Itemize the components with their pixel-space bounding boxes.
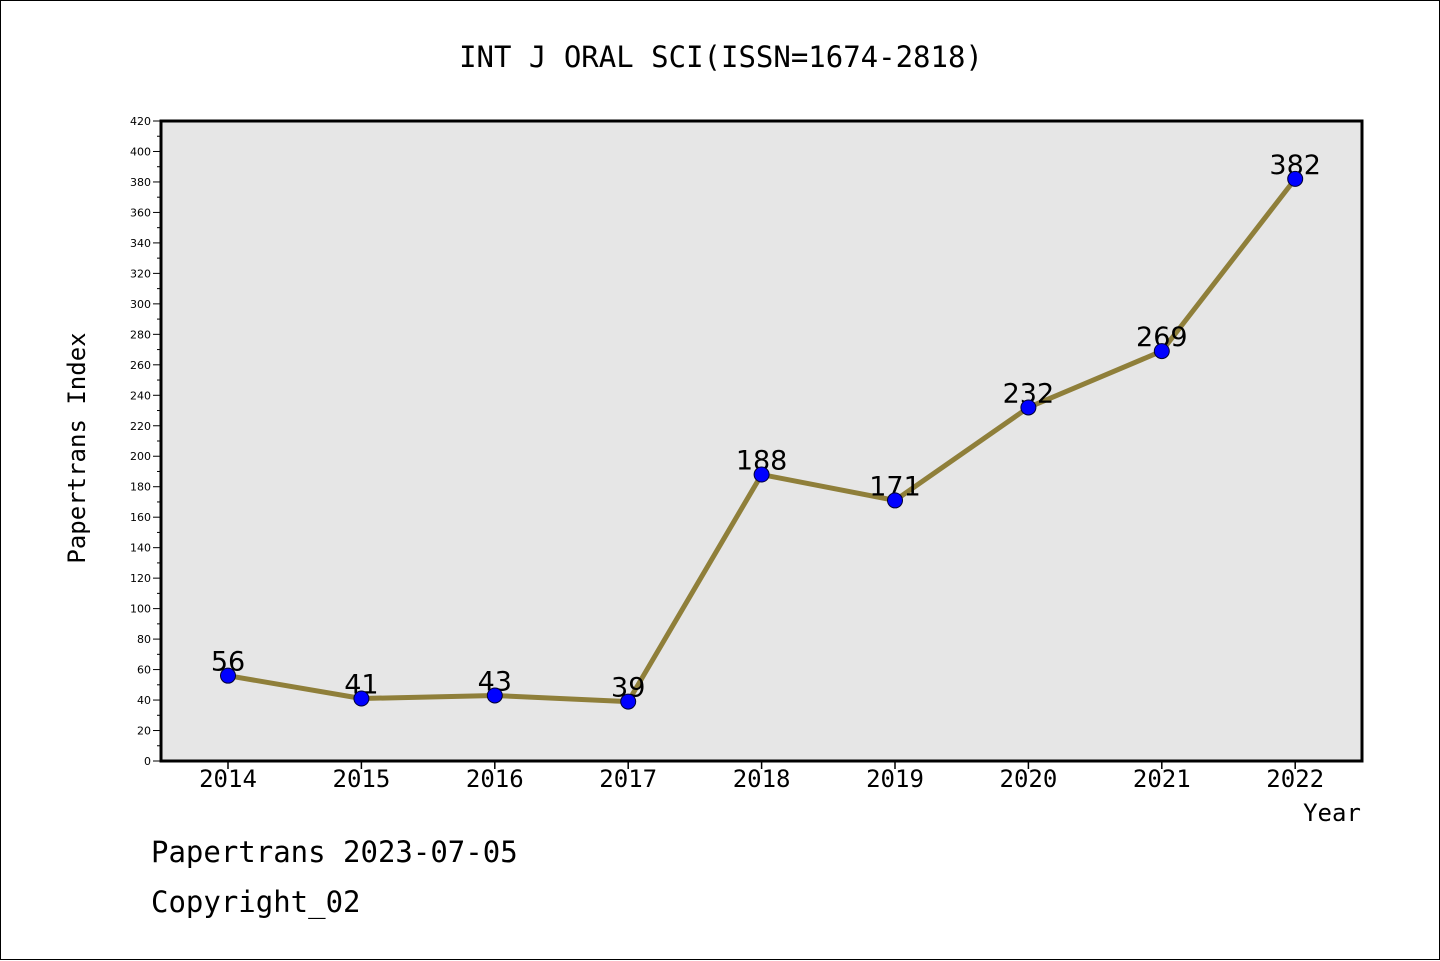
data-point-marker	[1153, 343, 1170, 360]
y-tick-label: 140	[130, 542, 151, 555]
series-line-segment	[358, 692, 498, 702]
series-line-segment	[492, 692, 631, 705]
footer-copyright-line: Copyright_02	[151, 885, 361, 919]
data-point-marker	[620, 693, 637, 710]
y-tick-label: 80	[137, 633, 151, 646]
series-line-segment	[759, 472, 898, 503]
data-point-marker	[486, 687, 503, 704]
data-point-marker	[353, 690, 370, 707]
data-point-marker	[220, 667, 236, 684]
y-tick-label: 240	[130, 389, 151, 402]
x-tick-label: 2020	[1000, 765, 1058, 793]
y-tick-label: 400	[130, 145, 151, 158]
x-tick-label: 2018	[733, 765, 791, 793]
series-line-segment	[1025, 348, 1165, 410]
y-tick-label: 20	[137, 725, 151, 738]
x-tick-label: 2015	[333, 765, 391, 793]
footer-date-line: Papertrans 2023-07-05	[151, 835, 518, 869]
y-tick-label: 340	[130, 237, 151, 250]
data-point-marker	[887, 492, 903, 509]
y-axis-ticks: 0 20 40 60 80 100 120 140 160 180 200 220 240 260 280 3…	[130, 115, 161, 768]
y-tick-label: 180	[130, 481, 151, 494]
y-tick-label: 200	[130, 450, 151, 463]
data-point-marker	[1287, 170, 1304, 187]
y-axis-label: Papertrans Index	[63, 332, 91, 563]
chart-title: INT J ORAL SCI(ISSN=1674-2818)	[459, 40, 983, 74]
x-tick-label: 2021	[1133, 765, 1191, 793]
x-tick-label: 2022	[1266, 765, 1324, 793]
y-tick-label: 100	[130, 603, 151, 616]
x-tick-label: 2016	[466, 765, 524, 793]
x-tick-label: 2019	[866, 765, 924, 793]
y-tick-label: 160	[130, 511, 151, 524]
y-tick-label: 380	[130, 176, 151, 189]
x-tick-label: 2014	[199, 765, 257, 793]
plot-border	[159, 119, 1364, 763]
y-tick-label: 40	[137, 694, 151, 707]
plot-area	[161, 121, 1362, 761]
y-tick-label: 300	[130, 298, 151, 311]
x-tick-label: 2017	[599, 765, 657, 793]
series-line-segment	[1159, 176, 1298, 354]
data-point-marker	[1020, 399, 1037, 416]
marker-group	[220, 170, 1304, 710]
y-tick-label: 360	[130, 206, 151, 219]
y-tick-label: 260	[130, 359, 151, 372]
series-line-segment	[892, 404, 1031, 503]
series-line-group	[225, 176, 1298, 705]
x-axis-ticks: 2014 2015 2016 2017 2018 2019 2020 2021 2022	[199, 761, 1324, 793]
data-point-marker	[753, 466, 770, 483]
y-tick-label: 280	[130, 328, 151, 341]
x-axis-label: Year	[1303, 799, 1361, 827]
y-tick-label: 0	[144, 755, 151, 768]
y-tick-label: 220	[130, 420, 151, 433]
y-tick-label: 60	[137, 664, 151, 677]
y-tick-label: 420	[130, 115, 151, 128]
series-line-segment	[225, 673, 364, 702]
y-tick-label: 320	[130, 267, 151, 280]
series-line-segment	[625, 472, 765, 705]
y-tick-label: 120	[130, 572, 151, 585]
